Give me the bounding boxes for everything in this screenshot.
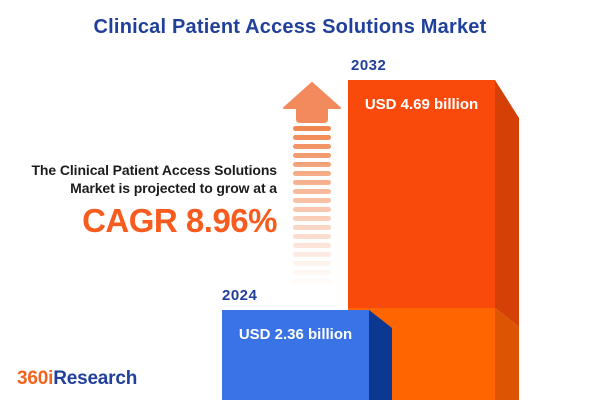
brand-logo: 360iResearch — [17, 368, 137, 390]
bar-2024-year-label: 2024 — [222, 287, 258, 304]
page-title: Clinical Patient Access Solutions Market — [93, 16, 487, 38]
bar-2032-year-label: 2032 — [351, 57, 387, 74]
brand-logo-prefix: 360i — [17, 368, 54, 389]
growth-arrow-icon — [283, 82, 341, 292]
bar-2032-front-upper-segment — [348, 80, 495, 308]
bar-2024-value-label: USD 2.36 billion — [238, 326, 353, 343]
arrow-dashed-shaft — [293, 126, 331, 292]
brand-logo-suffix: Research — [53, 368, 138, 389]
growth-description: The Clinical Patient Access Solutions Ma… — [31, 162, 277, 237]
bar-2024-front — [222, 310, 369, 400]
bar-2024-side — [369, 310, 392, 400]
cagr-value: CAGR 8.96% — [82, 202, 277, 239]
bar-2032-side-upper-segment — [495, 80, 519, 327]
description-line-1: The Clinical Patient Access Solutions — [31, 162, 277, 178]
arrow-head — [283, 82, 341, 123]
bar-2032-value-label: USD 4.69 billion — [364, 96, 479, 113]
description-line-2: Market is projected to grow at a — [70, 179, 277, 196]
